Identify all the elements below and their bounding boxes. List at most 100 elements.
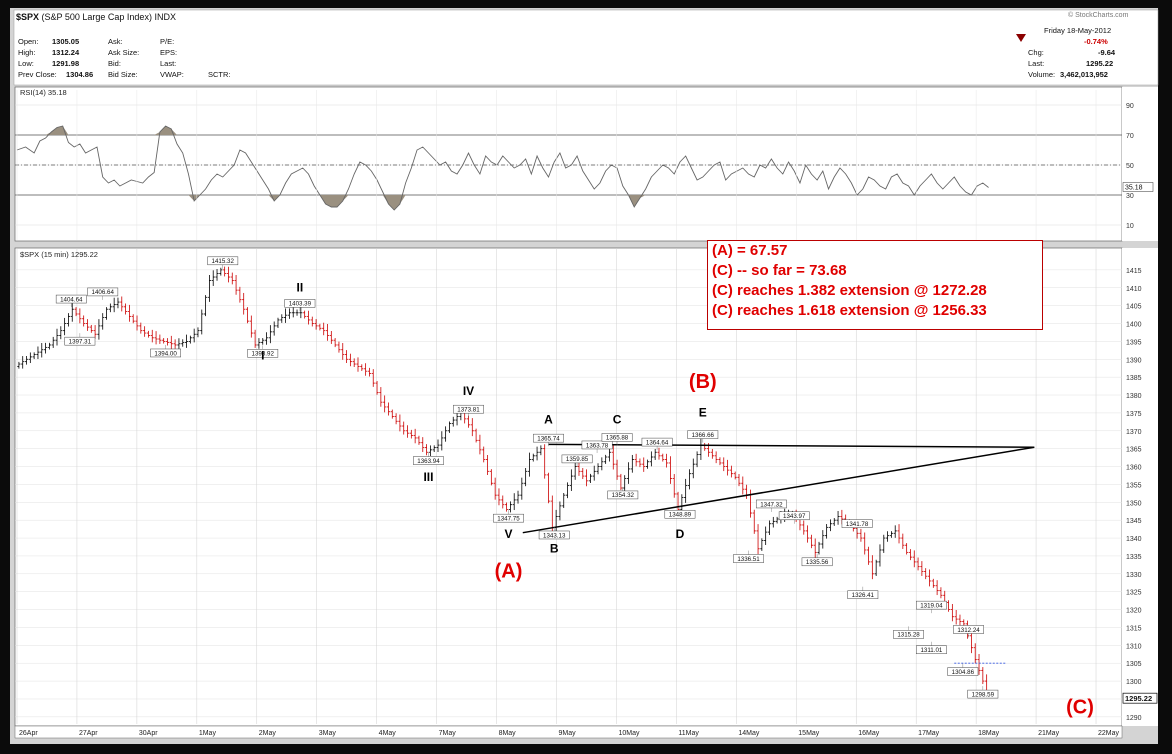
point-label: 1406.64 [92,289,115,296]
annotation-line: (C) reaches 1.618 extension @ 1256.33 [712,302,987,319]
symbol-line: $SPX (S&P 500 Large Cap Index) INDX [16,12,176,22]
date-tick-label: 30Apr [139,730,158,737]
date-tick-label: 16May [858,730,880,737]
price-tick-label: 1340 [1126,536,1142,543]
change-down-triangle [1016,34,1026,42]
point-label-box [893,630,924,639]
price-tick-label: 1360 [1126,465,1142,472]
wave-label: I [261,348,264,362]
last-quote-label: Last: [160,59,177,68]
price-tick-label: 1335 [1126,554,1142,561]
price-last-box [1122,692,1158,704]
point-label: 1326.41 [852,592,875,599]
date-tick-label: 26Apr [19,730,38,737]
price-tick-label: 1355 [1126,482,1142,489]
price-tick-label: 1345 [1126,518,1142,525]
rsi-axis-bg [1122,87,1158,241]
point-label-box [847,590,879,599]
price-tick-label: 1405 [1126,304,1142,311]
chg-value: -9.64 [1098,48,1116,57]
wave-label: (C) [1066,696,1094,718]
volume-value: 3,462,013,952 [1060,70,1108,79]
wave-label: (A) [495,560,523,582]
point-label: 1404.64 [60,296,83,303]
date-tick-label: 21May [1038,730,1060,737]
high-label: High: [18,48,36,57]
price-tick-label: 1380 [1126,393,1142,400]
point-label-box [953,625,984,634]
sctr-label: SCTR: [208,70,231,79]
symbol: $SPX [16,12,40,22]
date-tick-label: 14May [738,730,760,737]
price-tick-label: 1325 [1126,590,1142,597]
point-label: 1354.32 [612,492,635,499]
point-label: 1364.64 [646,439,669,446]
price-tick-label: 1395 [1126,339,1142,346]
price-tick-label: 1330 [1126,572,1142,579]
point-label: 1394.00 [154,350,177,357]
wave-label: V [504,527,512,541]
point-label-box [538,530,570,540]
date-tick-label: 18May [978,730,1000,737]
last-label: Last: [1028,59,1045,68]
point-label-box [607,490,639,500]
point-label: 1319.04 [920,602,943,609]
price-title: $SPX (15 min) 1295.22 [20,250,98,259]
price-tick-label: 1400 [1126,322,1142,329]
rsi-last-box [1122,182,1154,192]
point-label-box [947,667,979,676]
rsi-line [16,125,989,211]
point-label-box [601,433,633,442]
date-tick-label: 4May [379,730,397,737]
point-label: 1336.51 [737,556,760,563]
date-tick-label: 22May [1098,730,1120,737]
point-label-box [150,348,181,358]
wave-label: D [676,527,685,541]
price-tick-label: 1370 [1126,429,1142,436]
low-label: Low: [18,59,34,68]
point-label-box [453,404,484,414]
price-tick-label: 1300 [1126,679,1142,686]
date-tick-label: 3May [319,730,337,737]
point-label-box [55,294,87,304]
bid-size-label: Bid Size: [108,70,138,79]
point-label: 1393.92 [252,351,275,358]
point-label-box [755,499,787,509]
source-credit: © StockCharts.com [1068,12,1129,19]
point-label: 1298.59 [972,691,995,698]
rsi-panel [14,86,1123,242]
wave-label: E [699,405,707,419]
symbol-name: (S&P 500 Large Cap Index) [41,12,152,22]
high-value: 1312.24 [52,48,80,57]
point-label: 1363.94 [417,458,440,465]
wave-label: (B) [689,371,717,393]
point-label: 1347.75 [497,515,520,522]
point-label: 1341.78 [846,521,869,528]
price-tick-label: 1350 [1126,500,1142,507]
wave-label: A [544,413,553,427]
point-label: 1365.74 [537,435,560,442]
point-label: 1365.88 [606,435,629,442]
date-tick-label: 2May [259,730,277,737]
date-tick-label: 8May [499,730,517,737]
point-label-box [967,689,999,699]
price-tick-label: 1320 [1126,608,1142,615]
date-axis-bg [14,725,1123,739]
wave-label: III [423,470,433,484]
price-tick-label: 1415 [1126,268,1142,275]
trendline [522,446,1035,534]
price-tick-label: 1310 [1126,643,1142,650]
point-label: 1343.13 [543,532,566,539]
eps-label: EPS: [160,48,178,57]
low-value: 1291.98 [52,59,80,68]
point-label: 1312.24 [957,627,980,634]
point-label: 1403.39 [289,301,312,308]
wave-label: B [550,541,559,555]
price-last-label: 1295.22 [1125,694,1152,703]
open-value: 1305.05 [52,37,80,46]
point-label-box [413,456,444,465]
point-label: 1348.89 [669,512,692,519]
date-tick-label: 15May [798,730,820,737]
annotation-line: (C) -- so far = 73.68 [712,262,847,279]
